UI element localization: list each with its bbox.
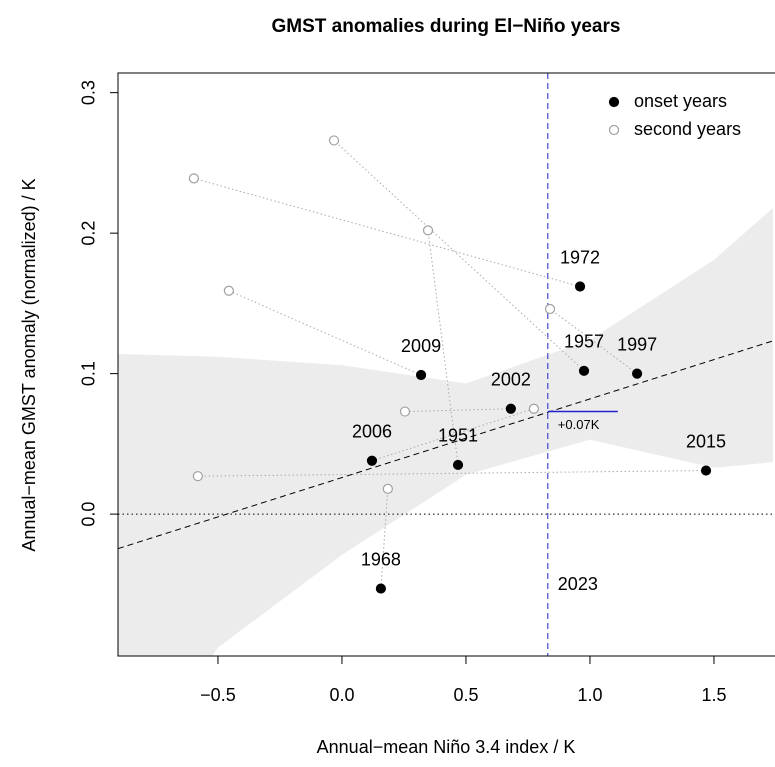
point bbox=[328, 135, 340, 146]
x-tick-label: 0.5 bbox=[453, 685, 478, 705]
y-tick-label: 0.1 bbox=[79, 361, 99, 386]
point bbox=[631, 368, 643, 379]
point bbox=[452, 459, 464, 471]
point bbox=[700, 465, 712, 476]
point-label: 2015 bbox=[686, 431, 726, 451]
pair-connector bbox=[193, 177, 581, 288]
y-tick-label: 0.3 bbox=[79, 80, 99, 105]
point bbox=[544, 303, 556, 315]
confidence-band bbox=[118, 207, 773, 656]
x-tick-label: 1.0 bbox=[577, 685, 602, 705]
x-tick-label: 1.5 bbox=[701, 685, 726, 705]
point bbox=[366, 455, 378, 466]
point bbox=[422, 225, 434, 236]
pair-connector bbox=[371, 408, 535, 462]
point-label: 1957 bbox=[564, 332, 604, 352]
fit-line bbox=[118, 340, 774, 550]
plot-area bbox=[118, 73, 774, 656]
y-tick-label: 0.2 bbox=[79, 221, 99, 246]
point bbox=[415, 369, 427, 381]
y-tick-label: 0.0 bbox=[79, 502, 99, 527]
pair-connector bbox=[380, 488, 389, 589]
point bbox=[192, 471, 203, 482]
point-label: 2006 bbox=[352, 421, 392, 441]
chart-title: GMST anomalies during El−Niño years bbox=[272, 16, 621, 37]
legend-marker bbox=[608, 96, 620, 108]
legend-label: second years bbox=[634, 119, 741, 139]
plot-frame bbox=[117, 72, 775, 657]
pair-connector bbox=[404, 408, 511, 413]
point-label: 2009 bbox=[401, 336, 441, 356]
legend-label: onset years bbox=[634, 91, 727, 111]
point-label: 1951 bbox=[438, 426, 478, 446]
pair-connector bbox=[333, 140, 585, 372]
point bbox=[505, 403, 516, 414]
point bbox=[574, 281, 586, 292]
offset-label: +0.07K bbox=[558, 417, 600, 432]
point bbox=[375, 583, 386, 594]
point-label: 1972 bbox=[560, 247, 600, 267]
point bbox=[382, 483, 393, 494]
point bbox=[223, 285, 234, 296]
point-label: 1997 bbox=[617, 334, 657, 354]
pair-connector bbox=[228, 290, 422, 376]
x-tick-label: 0.0 bbox=[329, 685, 354, 705]
x-tick-label: −0.5 bbox=[200, 685, 236, 705]
reference-label: 2023 bbox=[558, 574, 598, 594]
pair-connector bbox=[427, 230, 459, 466]
point bbox=[528, 403, 540, 414]
point bbox=[578, 365, 590, 376]
point bbox=[188, 173, 199, 184]
point bbox=[399, 406, 411, 417]
y-axis-label: Annual−mean GMST anomaly (normalized) / … bbox=[19, 178, 39, 551]
pair-connector bbox=[197, 470, 707, 477]
point-label: 2002 bbox=[491, 370, 531, 390]
legend-marker bbox=[608, 124, 620, 136]
point-label: 1968 bbox=[361, 549, 401, 569]
x-axis-label: Annual−mean Niño 3.4 index / K bbox=[317, 737, 576, 757]
